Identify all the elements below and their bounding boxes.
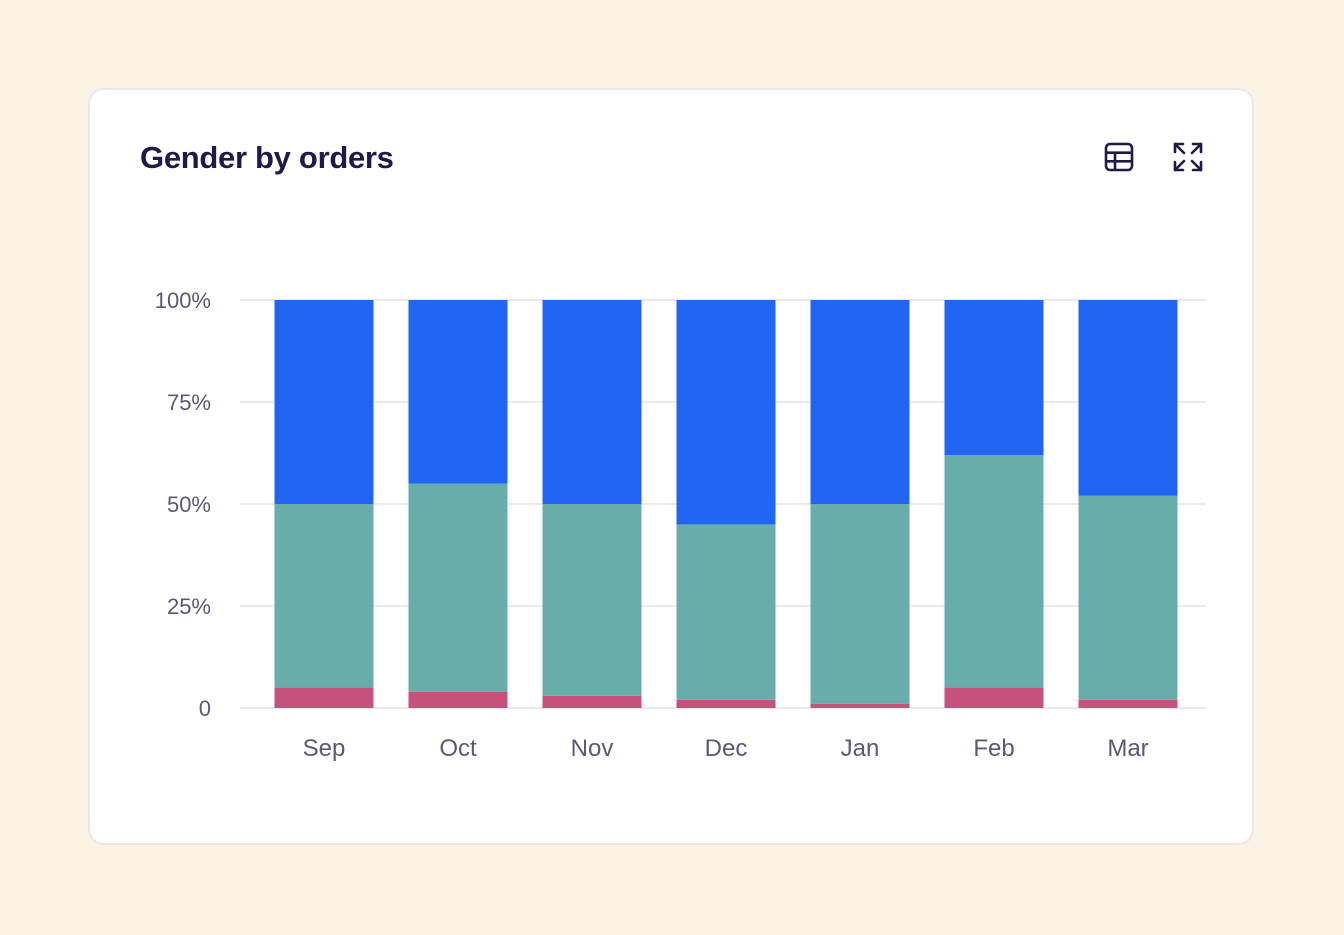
bar-segment <box>810 504 910 704</box>
y-tick-label: 50% <box>167 492 211 517</box>
y-tick-label: 0 <box>199 696 211 721</box>
bar-segment <box>944 300 1044 456</box>
bar-segment <box>676 300 776 525</box>
bar-segment <box>274 504 374 688</box>
bar-segment <box>676 524 776 700</box>
bar-segment <box>274 687 374 708</box>
chart-title: Gender by orders <box>140 140 394 175</box>
table-view-button[interactable] <box>1102 140 1136 174</box>
table-icon <box>1104 142 1134 172</box>
x-tick-label: Oct <box>439 735 477 762</box>
chart-card: Gender by orders 0 25% 50% 75% 100% Sep Oct Nov… <box>88 88 1254 845</box>
x-tick-label: Mar <box>1107 735 1148 762</box>
stacked-bar-chart: 0 25% 50% 75% 100% Sep Oct Nov Dec Jan Feb Mar <box>155 288 1206 762</box>
x-tick-label: Nov <box>571 735 614 762</box>
bar-segment <box>274 300 374 504</box>
bar-segment <box>676 699 776 708</box>
bar-segment <box>408 691 508 708</box>
x-tick-label: Jan <box>841 735 880 762</box>
bar-segment <box>810 703 910 708</box>
bar-segment <box>1078 300 1178 496</box>
bar-segment <box>542 300 642 504</box>
bar-segment <box>408 300 508 484</box>
y-tick-label: 25% <box>167 594 211 619</box>
x-tick-label: Dec <box>705 735 748 762</box>
x-tick-label: Feb <box>973 735 1014 762</box>
y-tick-label: 75% <box>167 390 211 415</box>
bar-segment <box>1078 495 1178 700</box>
expand-button[interactable] <box>1171 140 1205 174</box>
bar-segment <box>1078 699 1178 708</box>
bar-segment <box>408 483 508 692</box>
bar-segment <box>542 504 642 696</box>
bar-segment <box>810 300 910 504</box>
bar-segment <box>944 687 1044 708</box>
x-tick-label: Sep <box>303 735 346 762</box>
bar-segment <box>542 695 642 708</box>
expand-icon <box>1173 142 1203 172</box>
bar-segment <box>944 455 1044 688</box>
y-tick-label: 100% <box>155 288 211 313</box>
